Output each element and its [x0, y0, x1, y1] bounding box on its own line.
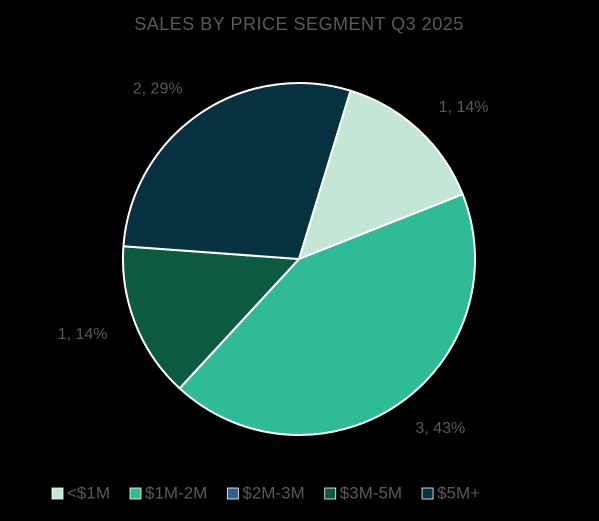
legend-swatch [129, 487, 142, 500]
pie-slice [178, 192, 476, 436]
chart-title: SALES BY PRICE SEGMENT Q3 2025 [134, 14, 463, 34]
legend-swatch [421, 487, 434, 500]
legend-label: <$1M [67, 483, 110, 502]
legend-swatch [226, 487, 239, 500]
legend-label: $1M-2M [145, 483, 207, 502]
pie-slice [122, 245, 302, 390]
legend-label: $3M-5M [340, 483, 402, 502]
data-label: 2, 29% [133, 80, 183, 97]
data-label: 3, 43% [415, 420, 465, 437]
legend-label: $5M+ [437, 483, 480, 502]
legend-swatch [324, 487, 337, 500]
pie-slice [122, 82, 352, 261]
data-label: 1, 14% [439, 99, 489, 116]
data-label: 1, 14% [58, 326, 108, 343]
legend-swatch [51, 487, 64, 500]
legend: <$1M $1M-2M $2M-3M $3M-5M $5M+ [51, 483, 480, 502]
legend-label: $2M-3M [242, 483, 304, 502]
pie-slice [297, 89, 464, 261]
